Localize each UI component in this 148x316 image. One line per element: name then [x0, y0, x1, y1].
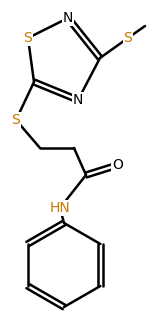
Text: S: S: [124, 31, 132, 45]
Text: N: N: [73, 93, 83, 107]
Text: N: N: [63, 11, 73, 25]
Text: HN: HN: [50, 201, 70, 215]
Text: O: O: [113, 158, 123, 172]
Text: S: S: [12, 113, 20, 127]
Text: S: S: [24, 31, 32, 45]
